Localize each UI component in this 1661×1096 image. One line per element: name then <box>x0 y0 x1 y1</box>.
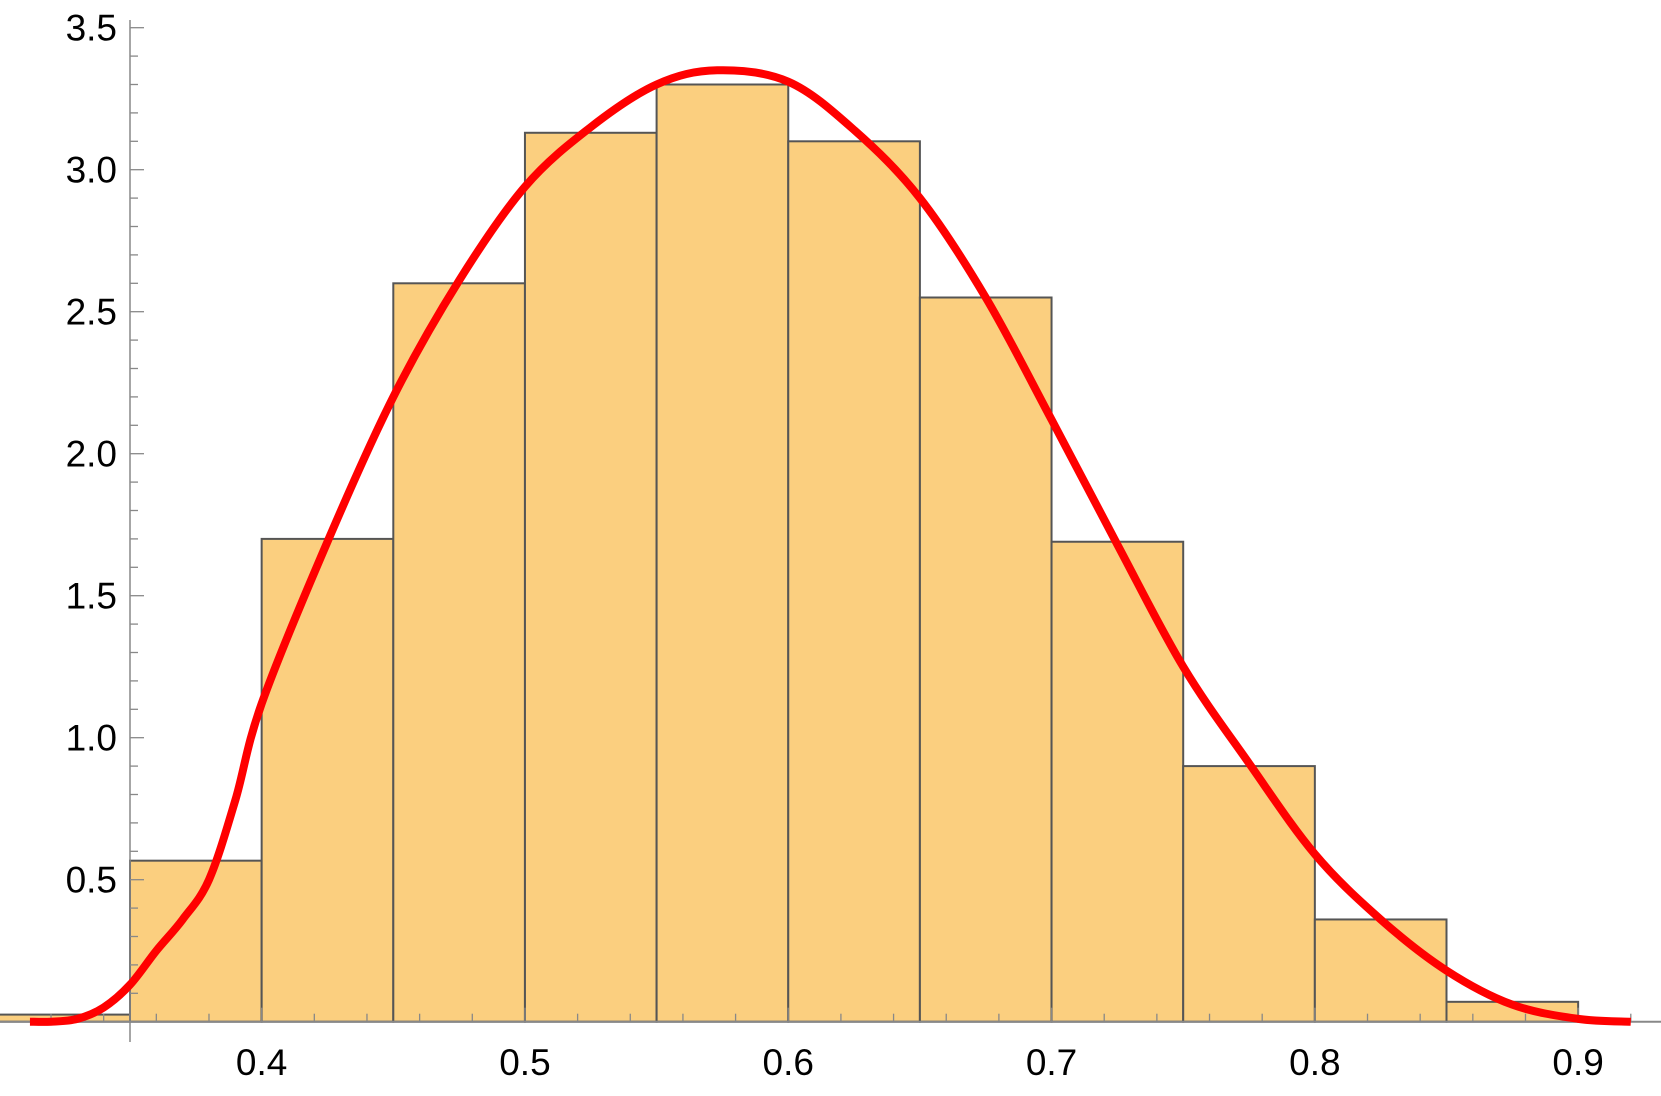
x-tick-label: 0.9 <box>1552 1042 1603 1083</box>
histogram-bar <box>1050 540 1185 1023</box>
histogram-bar <box>523 131 658 1023</box>
y-tick-label: 3.5 <box>66 8 117 49</box>
density-curve-layer <box>29 66 1632 1026</box>
y-tick-label: 1.0 <box>66 718 117 759</box>
histogram-bar <box>260 537 395 1023</box>
histogram-bar <box>1313 918 1448 1023</box>
y-tick-label: 1.5 <box>66 576 117 617</box>
histogram-bar <box>655 83 790 1023</box>
x-tick-label: 0.5 <box>499 1042 550 1083</box>
histogram-bar <box>392 282 526 1023</box>
y-tick-labels: 0.5 1.0 1.5 2.0 2.5 3.0 3.5 <box>66 8 117 901</box>
x-tick-label: 0.7 <box>1026 1042 1077 1083</box>
histogram-bar <box>787 140 921 1023</box>
axes <box>0 20 1661 1042</box>
y-tick-label: 3.0 <box>66 150 117 191</box>
x-tick-label: 0.4 <box>236 1042 287 1083</box>
x-tick-label: 0.6 <box>763 1042 814 1083</box>
histogram-bar <box>918 296 1053 1023</box>
y-tick-label: 2.0 <box>66 434 117 475</box>
histogram-bar <box>129 859 263 1023</box>
x-tick-label: 0.8 <box>1289 1042 1340 1083</box>
y-tick-label: 0.5 <box>66 860 117 901</box>
x-tick-labels: 0.4 0.5 0.6 0.7 0.8 0.9 <box>236 1042 1604 1083</box>
y-tick-label: 2.5 <box>66 292 117 333</box>
density-curve <box>29 66 1632 1026</box>
histogram-bar <box>1182 765 1316 1023</box>
